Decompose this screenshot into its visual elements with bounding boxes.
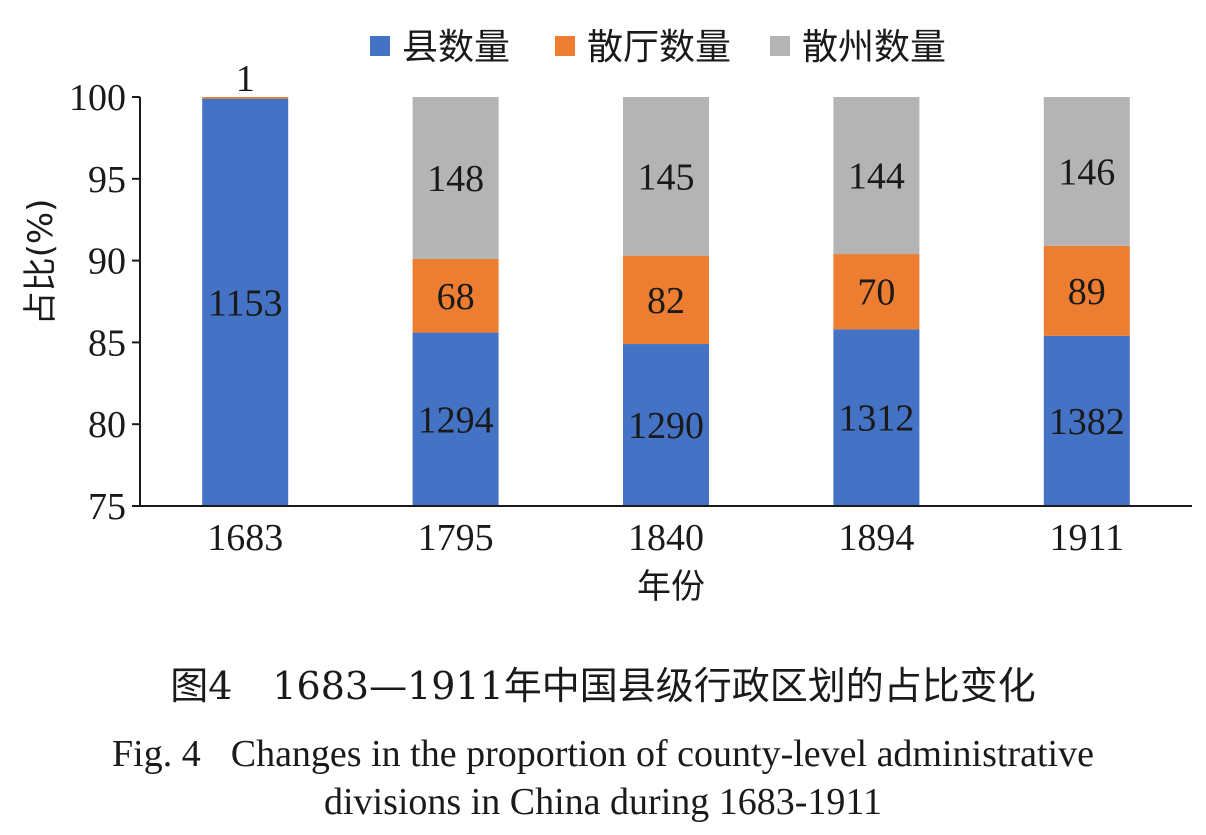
bar-1840-series-2 [623,255,709,345]
y-tick-label: 90 [88,241,126,283]
bar-1795-series-1 [412,332,499,506]
x-tick-label: 1683 [207,517,283,559]
data-label-1840-series-1: 1290 [628,405,704,447]
data-label-1795-series-1: 1294 [418,399,494,441]
data-label-1795-series-2: 68 [437,276,475,318]
data-label-1911-series-1: 1382 [1049,401,1125,443]
data-label-1894-series-3: 144 [848,156,905,198]
stacked-bar-chart: 县数量 散厅数量 散州数量 1153 1 1294 68 148 1290 82 145 1312 7… [21,27,1192,607]
bar-1840-series-3 [623,97,709,256]
y-tick-label: 100 [69,77,126,119]
figure-title-en-line1: Changes in the proportion of county-leve… [230,733,1094,775]
bar-1911-series-2 [1043,245,1130,336]
data-label-1894-series-1: 1312 [838,398,914,440]
data-label-1683-series-1: 1153 [208,282,283,324]
bar-1894-series-3 [833,97,920,255]
figure-title-en-line2: divisions in China during 1683-1911 [323,781,883,823]
figure-caption-en: Fig. 4 Changes in the proportion of count… [0,730,1206,826]
x-tick-label: 1840 [628,517,704,559]
bars [202,97,1130,507]
y-tick-label: 95 [88,159,126,201]
figure-number-en: Fig. 4 [112,733,201,775]
figure-caption-zh: 图4 1683—1911年中国县级行政区划的占比变化 [0,655,1206,710]
y-tick-label: 75 [88,486,126,528]
x-axis-title: 年份 [637,567,705,607]
data-label-1911-series-3: 146 [1058,151,1115,193]
legend-swatch-series-2 [555,36,575,56]
x-tick-label: 1894 [838,517,914,559]
bar-1911-series-3 [1043,97,1130,246]
legend-label-series-2: 散厅数量 [587,27,731,68]
bar-1894-series-1 [833,329,920,506]
bar-1683-series-1 [202,98,289,507]
bar-1795-series-3 [412,97,499,259]
data-label-1840-series-3: 145 [638,156,695,198]
data-label-1683-series-2: 1 [236,58,255,100]
figure-number-zh: 图4 [170,664,233,708]
bar-1911-series-1 [1043,335,1130,506]
bar-1894-series-2 [833,254,920,330]
data-label-1795-series-3: 148 [427,158,484,200]
axes: 1683 1795 1840 1894 1911 75 80 85 90 95 100 [69,77,1192,559]
legend-label-series-3: 散州数量 [802,27,946,68]
legend-swatch-series-3 [770,36,790,56]
x-tick-label: 1911 [1050,517,1125,559]
bar-1683-series-2 [202,97,289,99]
y-axis-title: 占比(%) [21,199,61,326]
data-label-1840-series-2: 82 [647,280,685,322]
legend: 县数量 散厅数量 散州数量 [370,27,946,68]
bar-1795-series-2 [412,258,499,333]
legend-swatch-series-1 [370,36,390,56]
figure-title-zh: 1683—1911年中国县级行政区划的占比变化 [272,664,1036,708]
data-label-1911-series-2: 89 [1068,271,1106,313]
legend-label-series-1: 县数量 [402,27,510,68]
x-tick-label: 1795 [418,517,494,559]
bar-1840-series-1 [623,344,709,506]
data-labels: 1153 1 1294 68 148 1290 82 145 1312 70 144 1382 89 14… [208,58,1125,447]
y-tick-label: 80 [88,404,126,446]
y-tick-label: 85 [88,322,126,364]
data-label-1894-series-2: 70 [857,272,895,314]
